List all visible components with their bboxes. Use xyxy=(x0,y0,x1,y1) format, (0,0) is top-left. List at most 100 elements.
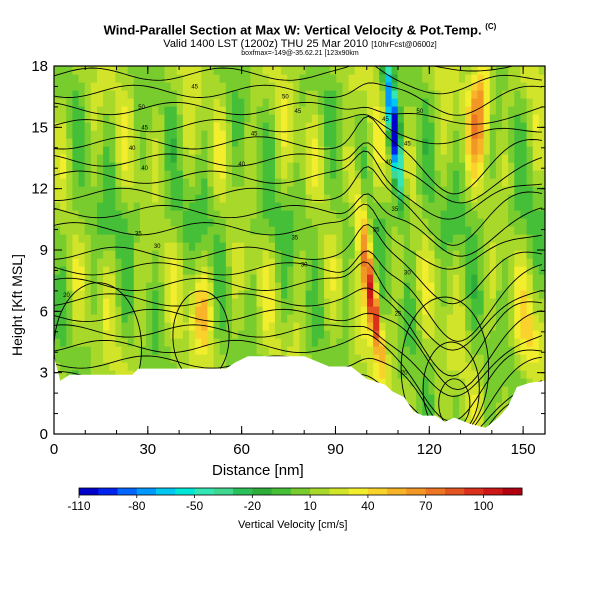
w-cell xyxy=(115,138,123,147)
w-cell xyxy=(256,306,264,315)
w-cell xyxy=(367,266,374,275)
w-cell xyxy=(446,402,454,411)
w-cell xyxy=(360,66,368,75)
w-cell xyxy=(207,290,215,299)
w-cell xyxy=(379,114,387,123)
w-cell xyxy=(324,290,331,299)
w-cell xyxy=(60,322,67,331)
w-cell xyxy=(354,194,362,203)
w-cell xyxy=(459,186,466,195)
w-cell xyxy=(238,146,245,155)
w-cell xyxy=(477,354,485,363)
w-cell xyxy=(336,314,344,323)
w-cell xyxy=(195,154,202,163)
w-cell xyxy=(409,306,417,315)
w-cell xyxy=(207,218,215,227)
w-cell xyxy=(152,170,159,179)
w-cell xyxy=(514,98,522,107)
w-cell xyxy=(244,98,251,107)
w-cell xyxy=(213,322,221,331)
theta-contour xyxy=(54,287,542,377)
w-cell xyxy=(342,314,350,323)
w-cell xyxy=(397,274,405,283)
w-cell xyxy=(477,114,485,123)
w-cell xyxy=(495,362,503,371)
w-cell xyxy=(305,114,313,123)
w-cell xyxy=(324,98,331,107)
w-cell xyxy=(342,210,350,219)
w-cell xyxy=(219,178,227,187)
w-cell xyxy=(526,162,534,171)
w-cell xyxy=(54,250,61,259)
w-cell xyxy=(471,394,479,403)
w-cell xyxy=(348,346,356,355)
w-cell xyxy=(262,266,270,275)
w-cell xyxy=(274,194,282,203)
w-cell xyxy=(66,98,74,107)
w-cell xyxy=(133,130,141,139)
w-cell xyxy=(367,162,374,171)
w-cell xyxy=(90,194,98,203)
theta-contour xyxy=(54,82,542,116)
w-cell xyxy=(195,210,202,219)
w-cell xyxy=(287,314,294,323)
w-cell xyxy=(262,122,270,131)
w-cell xyxy=(170,282,178,291)
w-cell xyxy=(428,378,436,387)
w-cell xyxy=(367,250,374,259)
w-cell xyxy=(391,258,399,267)
theta-label: 20 xyxy=(63,293,70,299)
w-cell xyxy=(250,242,258,251)
theta-label: 40 xyxy=(141,166,148,172)
w-cell xyxy=(219,114,227,123)
w-cell xyxy=(311,178,319,187)
theta-label: 35 xyxy=(135,232,142,238)
w-cell xyxy=(60,146,67,155)
w-cell xyxy=(109,130,116,139)
w-cell xyxy=(477,282,485,291)
w-cell xyxy=(508,122,515,131)
w-cell xyxy=(66,234,74,243)
w-cell xyxy=(311,274,319,283)
w-cell xyxy=(360,138,368,147)
w-cell xyxy=(201,354,209,363)
w-cell xyxy=(495,162,503,171)
w-cell xyxy=(348,362,356,371)
w-cell xyxy=(440,154,448,163)
w-cell xyxy=(311,138,319,147)
w-cell xyxy=(152,106,159,115)
w-cell xyxy=(459,410,466,419)
colorbar-swatch xyxy=(348,488,369,495)
w-cell xyxy=(477,250,485,259)
w-cell xyxy=(133,266,141,275)
w-cell xyxy=(158,250,166,259)
w-cell xyxy=(385,266,393,275)
w-cell xyxy=(434,218,442,227)
w-cell xyxy=(354,330,362,339)
w-cell xyxy=(121,98,129,107)
w-cell xyxy=(90,234,98,243)
w-cell xyxy=(317,130,325,139)
y-tick-label: 6 xyxy=(40,303,48,320)
w-cell xyxy=(78,242,86,251)
theta-contours xyxy=(54,66,543,434)
w-cell xyxy=(96,242,104,251)
w-cell xyxy=(422,274,429,283)
w-cell xyxy=(90,362,98,371)
w-cell xyxy=(477,162,485,171)
w-cell xyxy=(152,114,159,123)
w-cell xyxy=(219,202,227,211)
w-cell xyxy=(182,306,190,315)
w-cell xyxy=(121,218,129,227)
w-cell xyxy=(520,170,528,179)
w-cell xyxy=(538,258,545,267)
w-cell xyxy=(311,354,319,363)
w-cell xyxy=(367,66,374,75)
w-cell xyxy=(244,162,251,171)
w-cell xyxy=(446,322,454,331)
w-cell xyxy=(526,122,534,131)
w-cell xyxy=(176,306,184,315)
w-cell xyxy=(465,122,472,131)
colorbar-tick-label: 100 xyxy=(473,499,493,513)
w-cell xyxy=(502,298,509,307)
